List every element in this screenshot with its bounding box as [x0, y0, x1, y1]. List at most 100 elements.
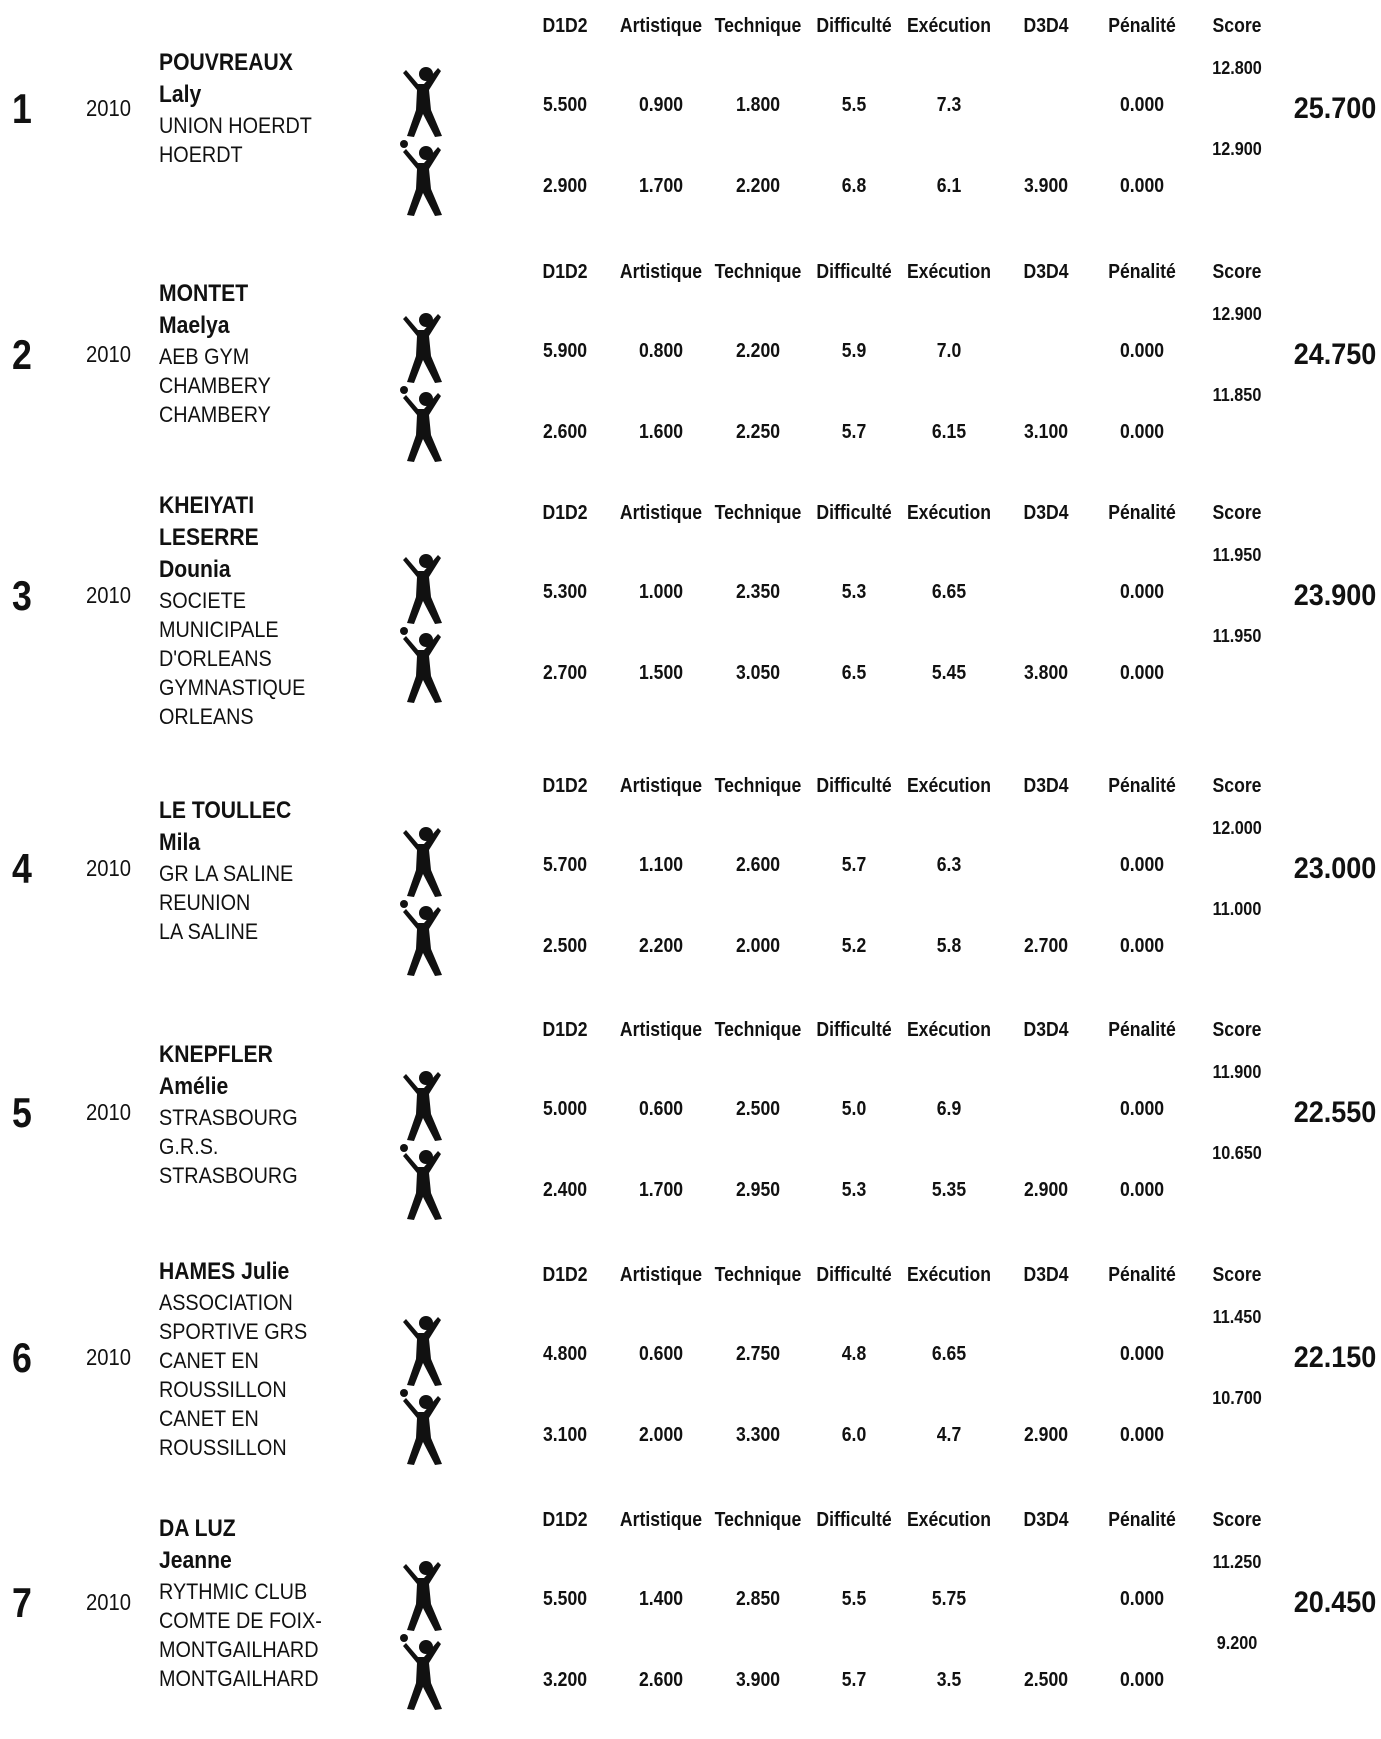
column-header: D3D4 [1023, 15, 1069, 37]
score-technique: 1.800 [735, 94, 781, 116]
birth-year: 2010 [86, 95, 132, 121]
score-difficulte: 5.0 [841, 1098, 867, 1120]
score-execution: 3.5 [936, 1669, 962, 1691]
score-artistique: 2.000 [638, 1424, 684, 1446]
score-d1d2: 2.900 [542, 175, 588, 197]
column-header: Difficulté [816, 261, 892, 283]
athlete-name: Laly [159, 81, 202, 108]
score-d1d2: 2.500 [542, 935, 588, 957]
routine-score: 9.200 [1216, 1633, 1258, 1653]
athlete-block: KNEPFLER Amélie STRASBOURG G.R.S. STRASBOURG [159, 1039, 389, 1190]
column-header: D1D2 [542, 261, 588, 283]
score-difficulte: 6.0 [841, 1424, 867, 1446]
column-header: Score [1212, 1509, 1262, 1531]
score-artistique: 0.600 [638, 1343, 684, 1365]
club-name: SOCIETE [159, 588, 246, 613]
column-header: Score [1212, 502, 1262, 524]
routine-score: 11.950 [1212, 545, 1262, 565]
birth-year: 2010 [86, 1344, 132, 1370]
score-execution: 6.3 [936, 854, 962, 876]
score-penalite: 0.000 [1119, 1588, 1165, 1610]
score-difficulte: 5.3 [841, 1179, 867, 1201]
result-entry: 1 2010 POUVREAUX Laly UNION HOERDT HOERDT D1D2… [0, 0, 1381, 245]
gymnast-icon [398, 1309, 444, 1387]
score-d3d4: 2.700 [1023, 935, 1069, 957]
routine-score: 12.800 [1212, 58, 1262, 78]
club-name: RYTHMIC CLUB [159, 1579, 308, 1604]
column-header: Exécution [906, 261, 992, 283]
club-name: REUNION [159, 890, 251, 915]
column-header: Exécution [906, 1019, 992, 1041]
column-header: Difficulté [816, 15, 892, 37]
gymnast-ball-icon [398, 1633, 444, 1711]
athlete-name: Maelya [159, 312, 230, 339]
column-header: Pénalité [1108, 1264, 1176, 1286]
score-d3d4: 3.900 [1023, 175, 1069, 197]
column-header: Pénalité [1108, 502, 1176, 524]
gymnast-icon [398, 820, 444, 898]
score-difficulte: 5.9 [841, 340, 867, 362]
score-artistique: 1.700 [638, 1179, 684, 1201]
column-header: Artistique [619, 502, 703, 524]
gymnast-ball-icon [398, 899, 444, 977]
column-header: Technique [714, 502, 802, 524]
total-score: 22.550 [1293, 1096, 1377, 1129]
column-header: Exécution [906, 775, 992, 797]
score-d1d2: 5.900 [542, 340, 588, 362]
score-d3d4: 2.500 [1023, 1669, 1069, 1691]
column-header: D3D4 [1023, 1509, 1069, 1531]
score-technique: 2.250 [735, 421, 781, 443]
score-technique: 2.850 [735, 1588, 781, 1610]
athlete-block: MONTET Maelya AEB GYM CHAMBERY CHAMBERY [159, 278, 389, 429]
score-penalite: 0.000 [1119, 421, 1165, 443]
score-execution: 5.75 [931, 1588, 967, 1610]
routine-score: 12.900 [1212, 139, 1262, 159]
score-penalite: 0.000 [1119, 1669, 1165, 1691]
column-header: Score [1212, 1019, 1262, 1041]
score-d3d4: 3.100 [1023, 421, 1069, 443]
gymnast-icon [398, 1064, 444, 1142]
score-execution: 5.8 [936, 935, 962, 957]
club-name: HOERDT [159, 142, 243, 167]
score-technique: 2.200 [735, 340, 781, 362]
club-name: SPORTIVE GRS [159, 1319, 308, 1344]
total-score: 20.450 [1293, 1586, 1377, 1619]
routine-score: 12.000 [1212, 818, 1262, 838]
score-d1d2: 2.400 [542, 1179, 588, 1201]
score-d3d4: 2.900 [1023, 1179, 1069, 1201]
club-name: MONTGAILHARD [159, 1666, 319, 1691]
score-execution: 7.0 [936, 340, 962, 362]
routine-score: 11.850 [1212, 385, 1262, 405]
club-name: COMTE DE FOIX- [159, 1608, 322, 1633]
routine-score: 10.700 [1212, 1388, 1262, 1408]
club-name: GYMNASTIQUE [159, 675, 306, 700]
score-d1d2: 5.300 [542, 581, 588, 603]
score-penalite: 0.000 [1119, 175, 1165, 197]
score-artistique: 1.700 [638, 175, 684, 197]
rank-number: 3 [12, 572, 32, 619]
athlete-name: KNEPFLER [159, 1041, 273, 1068]
column-header: Exécution [906, 1264, 992, 1286]
column-header: Difficulté [816, 1264, 892, 1286]
column-header: Artistique [619, 775, 703, 797]
routine-score: 11.450 [1212, 1307, 1262, 1327]
rank-number: 2 [12, 331, 32, 378]
score-difficulte: 5.5 [841, 94, 867, 116]
routine-score: 11.000 [1212, 899, 1262, 919]
column-header: Exécution [906, 15, 992, 37]
athlete-name: HAMES Julie [159, 1258, 290, 1285]
column-header: Score [1212, 15, 1262, 37]
column-header: Score [1212, 261, 1262, 283]
athlete-name: MONTET [159, 280, 249, 307]
athlete-name: POUVREAUX [159, 49, 293, 76]
column-header: Technique [714, 775, 802, 797]
total-score: 22.150 [1293, 1341, 1377, 1374]
score-penalite: 0.000 [1119, 1098, 1165, 1120]
score-difficulte: 5.7 [841, 854, 867, 876]
score-execution: 6.9 [936, 1098, 962, 1120]
gymnast-ball-icon [398, 1388, 444, 1466]
score-execution: 5.35 [931, 1179, 967, 1201]
score-technique: 3.050 [735, 662, 781, 684]
column-header: Pénalité [1108, 775, 1176, 797]
